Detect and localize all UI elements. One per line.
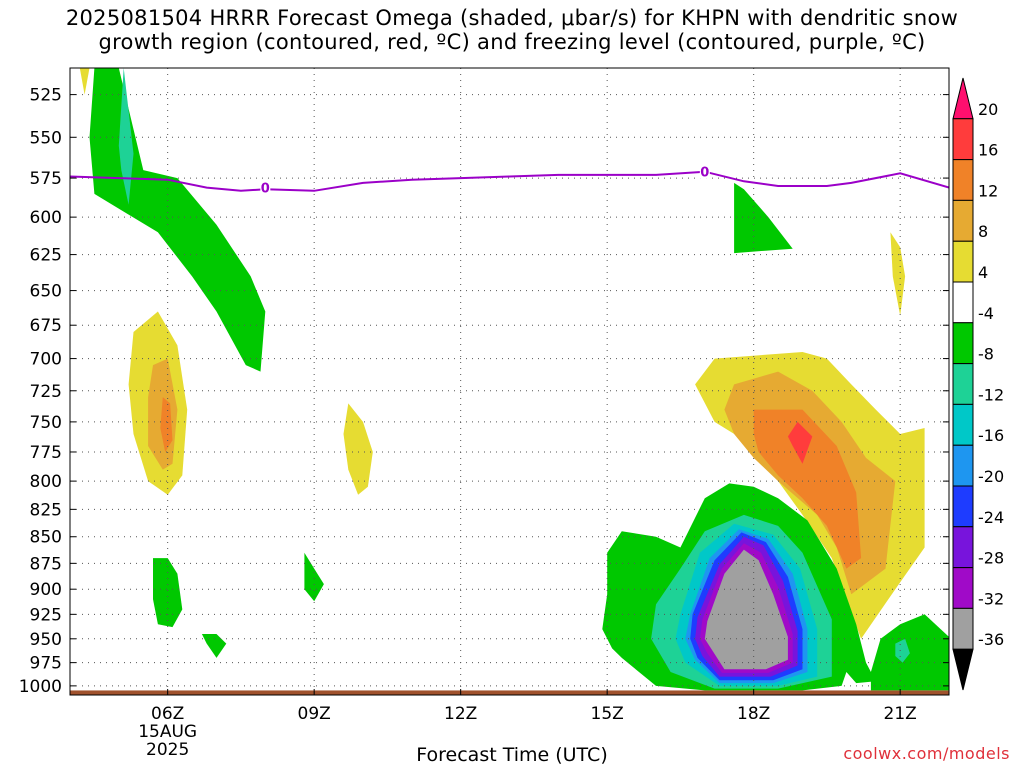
colorbar-swatch-10 <box>952 485 974 528</box>
terrain-band <box>70 690 949 695</box>
x-tick-09Z: 09Z <box>298 704 331 724</box>
colorbar-swatch-9 <box>952 444 974 487</box>
y-tick-950: 950 <box>30 630 62 650</box>
colorbar-swatch-0 <box>952 77 974 120</box>
omega-region-11 <box>890 232 906 316</box>
y-tick-700: 700 <box>30 350 62 370</box>
y-tick-575: 575 <box>30 169 62 189</box>
colorbar-label-16: 16 <box>978 141 998 160</box>
colorbar-swatch-11 <box>952 526 974 569</box>
omega-region-24 <box>870 614 949 691</box>
colorbar-swatch-2 <box>952 159 974 201</box>
plot-frame <box>69 67 950 696</box>
omega-shading <box>79 68 949 691</box>
freezing-level-contour: 00 <box>70 164 949 197</box>
y-tick-600: 600 <box>30 208 62 228</box>
colorbar-label-12: 12 <box>978 181 998 200</box>
grid-lines <box>70 68 949 695</box>
colorbar-swatch-7 <box>952 363 974 405</box>
colorbar-label-20: 20 <box>978 100 998 119</box>
x-tick-06Z: 06Z <box>151 704 184 724</box>
x-tick-12Z: 12Z <box>444 704 477 724</box>
colorbar-label--20: -20 <box>978 467 1004 486</box>
omega-region-23 <box>704 549 788 670</box>
y-tick-775: 775 <box>30 443 62 463</box>
colorbar-label--4: -4 <box>978 304 994 323</box>
omega-region-0 <box>89 68 266 372</box>
chart-title: 2025081504 HRRR Forecast Omega (shaded, … <box>0 6 1024 54</box>
credit-link[interactable]: coolwx.com/models <box>843 744 1010 763</box>
freezing-label-bg-0 <box>260 180 271 195</box>
colorbar-swatch-4 <box>952 240 974 283</box>
y-tick-925: 925 <box>30 605 62 625</box>
x-tick-date: 15AUG <box>138 722 197 742</box>
colorbar-label--16: -16 <box>978 426 1004 445</box>
colorbar-swatch-5 <box>952 281 974 324</box>
colorbar-swatch-13 <box>952 607 974 650</box>
colorbar-label--12: -12 <box>978 385 1004 404</box>
y-tick-550: 550 <box>30 128 62 148</box>
omega-region-1 <box>118 68 134 205</box>
colorbar-swatch-12 <box>952 567 974 609</box>
title-line-1: 2025081504 HRRR Forecast Omega (shaded, … <box>65 6 959 30</box>
colorbar-label--28: -28 <box>978 549 1004 568</box>
omega-region-15 <box>787 421 813 464</box>
omega-region-2 <box>79 68 90 95</box>
y-axis: 525 550 575 600 625 650 675 700 725 750 775 800 825 8… <box>19 86 949 697</box>
omega-region-7 <box>153 558 183 628</box>
y-tick-675: 675 <box>30 316 62 336</box>
title-line-2: growth region (contoured, red, ºC) and f… <box>98 30 926 54</box>
colorbar-label-4: 4 <box>978 263 988 282</box>
y-tick-650: 650 <box>30 282 62 302</box>
y-tick-800: 800 <box>30 472 62 492</box>
colorbar-label--32: -32 <box>978 589 1004 608</box>
x-tick-year: 2025 <box>146 740 189 760</box>
colorbar-label--36: -36 <box>978 630 1004 649</box>
freezing-level-line <box>70 170 949 192</box>
y-tick-900: 900 <box>30 580 62 600</box>
colorbar-label--8: -8 <box>978 345 994 364</box>
y-tick-525: 525 <box>30 86 62 106</box>
y-tick-875: 875 <box>30 554 62 574</box>
freezing-label-bg-1 <box>699 164 710 179</box>
y-tick-825: 825 <box>30 500 62 520</box>
colorbar-label--24: -24 <box>978 508 1004 527</box>
x-axis-label: Forecast Time (UTC) <box>416 744 608 766</box>
omega-region-14 <box>753 409 862 569</box>
y-tick-975: 975 <box>30 654 62 674</box>
freezing-label-0: 0 <box>261 182 270 197</box>
colorbar: 20 16 12 8 4 -4 -8 -12 -16 -20 -24 -28 -32 -36 <box>952 77 1004 691</box>
omega-region-6 <box>343 403 373 495</box>
colorbar-swatch-14 <box>952 648 974 691</box>
x-tick-18Z: 18Z <box>737 704 770 724</box>
y-tick-625: 625 <box>30 246 62 266</box>
omega-region-9 <box>304 552 324 602</box>
y-tick-725: 725 <box>30 382 62 402</box>
colorbar-swatch-8 <box>952 403 974 446</box>
colorbar-swatch-6 <box>952 322 974 365</box>
omega-region-25 <box>895 638 910 663</box>
omega-region-5 <box>160 397 173 452</box>
x-tick-21Z: 21Z <box>884 704 917 724</box>
y-tick-850: 850 <box>30 528 62 548</box>
terrain-fill <box>70 690 949 695</box>
omega-region-8 <box>201 634 227 658</box>
y-tick-750: 750 <box>30 413 62 433</box>
colorbar-swatch-3 <box>952 199 974 242</box>
colorbar-label-8: 8 <box>978 222 988 241</box>
x-tick-15Z: 15Z <box>591 704 624 724</box>
colorbar-swatch-1 <box>952 118 974 161</box>
y-tick-1000: 1000 <box>19 677 62 697</box>
omega-region-10 <box>734 182 793 254</box>
freezing-label-1: 0 <box>700 166 709 181</box>
